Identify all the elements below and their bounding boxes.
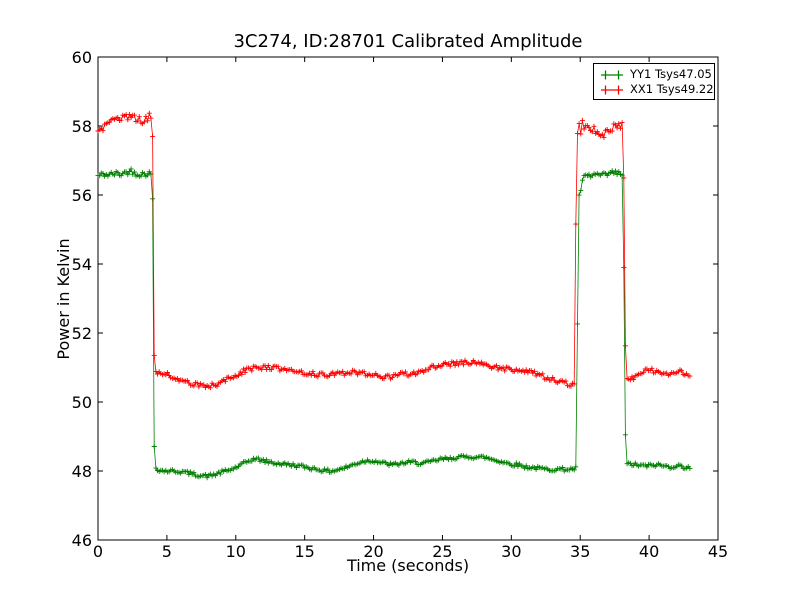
x-tick-label: 20 <box>363 542 383 561</box>
x-tick-label: 45 <box>708 542 728 561</box>
x-tick-label: 5 <box>162 542 172 561</box>
legend-item-xx1: XX1 Tsys49.22 <box>600 83 714 97</box>
legend-label-xx1: XX1 Tsys49.22 <box>630 82 714 96</box>
y-tick-label: 54 <box>72 255 92 274</box>
chart-title: 3C274, ID:28701 Calibrated Amplitude <box>233 31 583 52</box>
legend-item-yy1: YY1 Tsys47.05 <box>600 67 712 82</box>
x-tick-label: 15 <box>294 542 314 561</box>
y-tick-label: 46 <box>72 531 92 550</box>
y-tick-label: 60 <box>72 48 92 67</box>
x-tick-label: 25 <box>432 542 452 561</box>
axes-frame <box>97 56 719 541</box>
x-tick-label: 30 <box>501 542 521 561</box>
y-axis-label: Power in Kelvin <box>54 238 73 360</box>
x-tick-label: 35 <box>570 542 590 561</box>
y-tick-label: 52 <box>72 324 92 343</box>
legend-label-yy1: YY1 Tsys47.05 <box>630 67 712 81</box>
x-tick-label: 10 <box>226 542 246 561</box>
legend: YY1 Tsys47.05 XX1 Tsys49.22 <box>593 63 715 100</box>
legend-line-sample-yy1 <box>601 70 623 79</box>
y-tick-label: 58 <box>72 117 92 136</box>
y-tick-label: 50 <box>72 393 92 412</box>
series-markers-xx1 <box>95 110 693 391</box>
series-line-yy1 <box>97 167 691 479</box>
x-tick-label: 40 <box>639 542 659 561</box>
series-line-xx1 <box>97 111 690 389</box>
y-tick-label: 56 <box>72 186 92 205</box>
series-markers-yy1 <box>95 166 693 481</box>
y-tick-label: 48 <box>72 462 92 481</box>
x-axis-label: Time (seconds) <box>346 556 470 575</box>
x-tick-label: 0 <box>93 542 103 561</box>
legend-line-sample-xx1 <box>601 85 623 94</box>
